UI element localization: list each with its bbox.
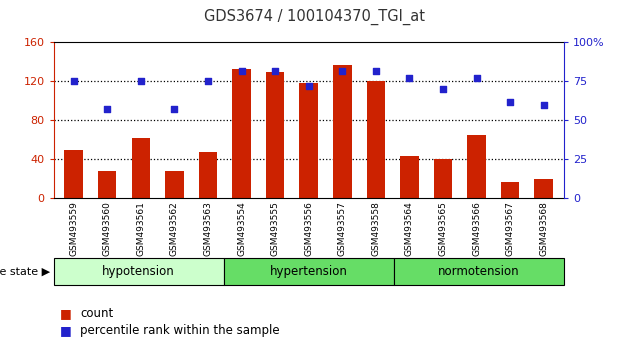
Text: ■: ■ bbox=[60, 325, 72, 337]
Point bbox=[404, 75, 415, 81]
Bar bbox=[98, 171, 117, 198]
FancyBboxPatch shape bbox=[224, 258, 394, 285]
Text: normotension: normotension bbox=[438, 265, 520, 278]
Point bbox=[69, 79, 79, 84]
Bar bbox=[232, 69, 251, 198]
Bar bbox=[64, 149, 83, 198]
Bar bbox=[132, 138, 150, 198]
Text: ■: ■ bbox=[60, 307, 72, 320]
Point bbox=[102, 107, 112, 112]
Bar bbox=[434, 159, 452, 198]
Bar bbox=[165, 171, 183, 198]
Point bbox=[471, 75, 481, 81]
Point bbox=[270, 68, 280, 73]
Bar bbox=[501, 182, 519, 198]
Text: hypertension: hypertension bbox=[270, 265, 348, 278]
FancyBboxPatch shape bbox=[394, 258, 564, 285]
Text: hypotension: hypotension bbox=[102, 265, 175, 278]
Bar bbox=[367, 81, 385, 198]
Point bbox=[371, 68, 381, 73]
Bar bbox=[534, 179, 553, 198]
Point bbox=[505, 99, 515, 104]
Text: GDS3674 / 100104370_TGI_at: GDS3674 / 100104370_TGI_at bbox=[205, 9, 425, 25]
Text: disease state ▶: disease state ▶ bbox=[0, 267, 50, 277]
Point bbox=[203, 79, 213, 84]
Point bbox=[236, 68, 246, 73]
Bar bbox=[400, 156, 419, 198]
Point bbox=[539, 102, 549, 108]
Bar bbox=[467, 135, 486, 198]
Bar bbox=[266, 72, 284, 198]
Text: percentile rank within the sample: percentile rank within the sample bbox=[80, 325, 280, 337]
Point bbox=[136, 79, 146, 84]
Bar bbox=[198, 152, 217, 198]
Point bbox=[438, 86, 448, 92]
Point bbox=[304, 83, 314, 89]
Point bbox=[169, 107, 180, 112]
Point bbox=[337, 68, 347, 73]
Text: count: count bbox=[80, 307, 113, 320]
Bar bbox=[333, 65, 352, 198]
Bar bbox=[299, 84, 318, 198]
FancyBboxPatch shape bbox=[54, 258, 224, 285]
